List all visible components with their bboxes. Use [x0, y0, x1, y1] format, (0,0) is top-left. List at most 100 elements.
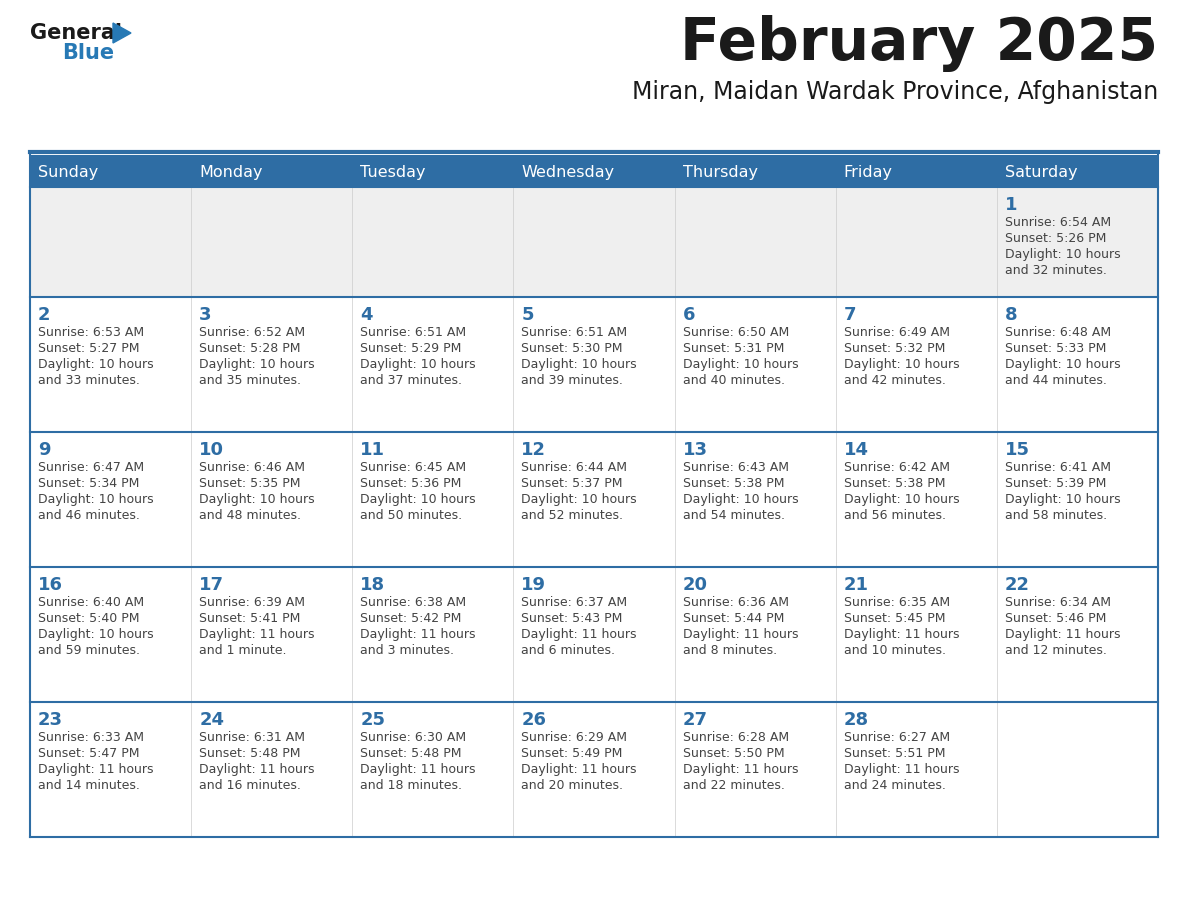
Bar: [513, 702, 675, 837]
Text: 21: 21: [843, 576, 868, 594]
Bar: [353, 297, 513, 432]
Text: Sunrise: 6:28 AM: Sunrise: 6:28 AM: [683, 731, 789, 744]
Text: Sunset: 5:48 PM: Sunset: 5:48 PM: [360, 747, 462, 760]
Text: and 40 minutes.: and 40 minutes.: [683, 374, 784, 387]
Text: and 12 minutes.: and 12 minutes.: [1005, 644, 1107, 657]
Bar: [997, 297, 1158, 432]
Bar: [513, 567, 675, 702]
Text: Sunset: 5:41 PM: Sunset: 5:41 PM: [200, 612, 301, 625]
Text: Sunset: 5:32 PM: Sunset: 5:32 PM: [843, 342, 946, 355]
Text: Daylight: 10 hours: Daylight: 10 hours: [683, 358, 798, 371]
Text: Sunset: 5:37 PM: Sunset: 5:37 PM: [522, 477, 623, 490]
Text: Sunset: 5:30 PM: Sunset: 5:30 PM: [522, 342, 623, 355]
Text: and 46 minutes.: and 46 minutes.: [38, 509, 140, 522]
Bar: [30, 297, 191, 432]
Text: and 54 minutes.: and 54 minutes.: [683, 509, 784, 522]
Text: General: General: [30, 23, 122, 43]
Text: 27: 27: [683, 711, 708, 729]
Bar: [191, 432, 353, 567]
Text: and 44 minutes.: and 44 minutes.: [1005, 374, 1107, 387]
Text: Sunset: 5:27 PM: Sunset: 5:27 PM: [38, 342, 139, 355]
Text: 26: 26: [522, 711, 546, 729]
Text: Sunrise: 6:30 AM: Sunrise: 6:30 AM: [360, 731, 467, 744]
Bar: [191, 155, 353, 187]
Text: Sunrise: 6:45 AM: Sunrise: 6:45 AM: [360, 461, 467, 474]
Bar: [191, 297, 353, 432]
Bar: [675, 155, 835, 187]
Text: and 52 minutes.: and 52 minutes.: [522, 509, 624, 522]
Text: Saturday: Saturday: [1005, 164, 1078, 180]
Text: 10: 10: [200, 441, 225, 459]
Text: Daylight: 10 hours: Daylight: 10 hours: [38, 493, 153, 506]
Text: and 22 minutes.: and 22 minutes.: [683, 779, 784, 792]
Text: 8: 8: [1005, 306, 1017, 324]
Text: and 33 minutes.: and 33 minutes.: [38, 374, 140, 387]
Bar: [997, 567, 1158, 702]
Text: Daylight: 10 hours: Daylight: 10 hours: [1005, 493, 1120, 506]
Text: Sunrise: 6:53 AM: Sunrise: 6:53 AM: [38, 326, 144, 339]
Text: Daylight: 10 hours: Daylight: 10 hours: [1005, 248, 1120, 261]
Text: Sunrise: 6:50 AM: Sunrise: 6:50 AM: [683, 326, 789, 339]
Bar: [997, 432, 1158, 567]
Text: Sunrise: 6:34 AM: Sunrise: 6:34 AM: [1005, 596, 1111, 609]
Text: Daylight: 11 hours: Daylight: 11 hours: [683, 763, 798, 776]
Text: and 59 minutes.: and 59 minutes.: [38, 644, 140, 657]
Text: Sunset: 5:35 PM: Sunset: 5:35 PM: [200, 477, 301, 490]
Text: Daylight: 10 hours: Daylight: 10 hours: [360, 493, 476, 506]
Text: and 18 minutes.: and 18 minutes.: [360, 779, 462, 792]
Text: Thursday: Thursday: [683, 164, 758, 180]
Text: Sunset: 5:39 PM: Sunset: 5:39 PM: [1005, 477, 1106, 490]
Text: Daylight: 11 hours: Daylight: 11 hours: [522, 628, 637, 641]
Text: and 20 minutes.: and 20 minutes.: [522, 779, 624, 792]
Bar: [835, 567, 997, 702]
Text: Sunrise: 6:29 AM: Sunrise: 6:29 AM: [522, 731, 627, 744]
Text: 23: 23: [38, 711, 63, 729]
Bar: [191, 702, 353, 837]
Text: Daylight: 10 hours: Daylight: 10 hours: [843, 493, 960, 506]
Text: Daylight: 11 hours: Daylight: 11 hours: [360, 628, 475, 641]
Text: Daylight: 11 hours: Daylight: 11 hours: [1005, 628, 1120, 641]
Text: Sunday: Sunday: [38, 164, 99, 180]
Text: 18: 18: [360, 576, 385, 594]
Text: Sunrise: 6:51 AM: Sunrise: 6:51 AM: [522, 326, 627, 339]
Text: 3: 3: [200, 306, 211, 324]
Text: and 6 minutes.: and 6 minutes.: [522, 644, 615, 657]
Text: 1: 1: [1005, 196, 1017, 214]
Text: and 3 minutes.: and 3 minutes.: [360, 644, 454, 657]
Bar: [353, 702, 513, 837]
Bar: [835, 432, 997, 567]
Text: 2: 2: [38, 306, 51, 324]
Text: Daylight: 10 hours: Daylight: 10 hours: [200, 493, 315, 506]
Text: 25: 25: [360, 711, 385, 729]
Text: 12: 12: [522, 441, 546, 459]
Text: and 56 minutes.: and 56 minutes.: [843, 509, 946, 522]
Text: 6: 6: [683, 306, 695, 324]
Bar: [835, 297, 997, 432]
Bar: [997, 187, 1158, 297]
Text: Sunset: 5:40 PM: Sunset: 5:40 PM: [38, 612, 139, 625]
Text: Sunset: 5:50 PM: Sunset: 5:50 PM: [683, 747, 784, 760]
Text: and 58 minutes.: and 58 minutes.: [1005, 509, 1107, 522]
Text: and 8 minutes.: and 8 minutes.: [683, 644, 777, 657]
Bar: [353, 155, 513, 187]
Text: and 48 minutes.: and 48 minutes.: [200, 509, 301, 522]
Text: Sunset: 5:26 PM: Sunset: 5:26 PM: [1005, 232, 1106, 245]
Text: 16: 16: [38, 576, 63, 594]
Text: Sunrise: 6:47 AM: Sunrise: 6:47 AM: [38, 461, 144, 474]
Text: Daylight: 10 hours: Daylight: 10 hours: [38, 628, 153, 641]
Text: and 35 minutes.: and 35 minutes.: [200, 374, 301, 387]
Text: and 32 minutes.: and 32 minutes.: [1005, 264, 1107, 277]
Text: Blue: Blue: [62, 43, 114, 63]
Text: Sunrise: 6:36 AM: Sunrise: 6:36 AM: [683, 596, 789, 609]
Text: Daylight: 11 hours: Daylight: 11 hours: [200, 763, 315, 776]
Text: Sunrise: 6:42 AM: Sunrise: 6:42 AM: [843, 461, 949, 474]
Text: Sunrise: 6:54 AM: Sunrise: 6:54 AM: [1005, 216, 1111, 229]
Bar: [513, 155, 675, 187]
Text: Sunrise: 6:51 AM: Sunrise: 6:51 AM: [360, 326, 467, 339]
Text: Daylight: 11 hours: Daylight: 11 hours: [843, 763, 959, 776]
Text: Daylight: 10 hours: Daylight: 10 hours: [360, 358, 476, 371]
Bar: [835, 187, 997, 297]
Text: 7: 7: [843, 306, 857, 324]
Bar: [675, 297, 835, 432]
Text: Monday: Monday: [200, 164, 263, 180]
